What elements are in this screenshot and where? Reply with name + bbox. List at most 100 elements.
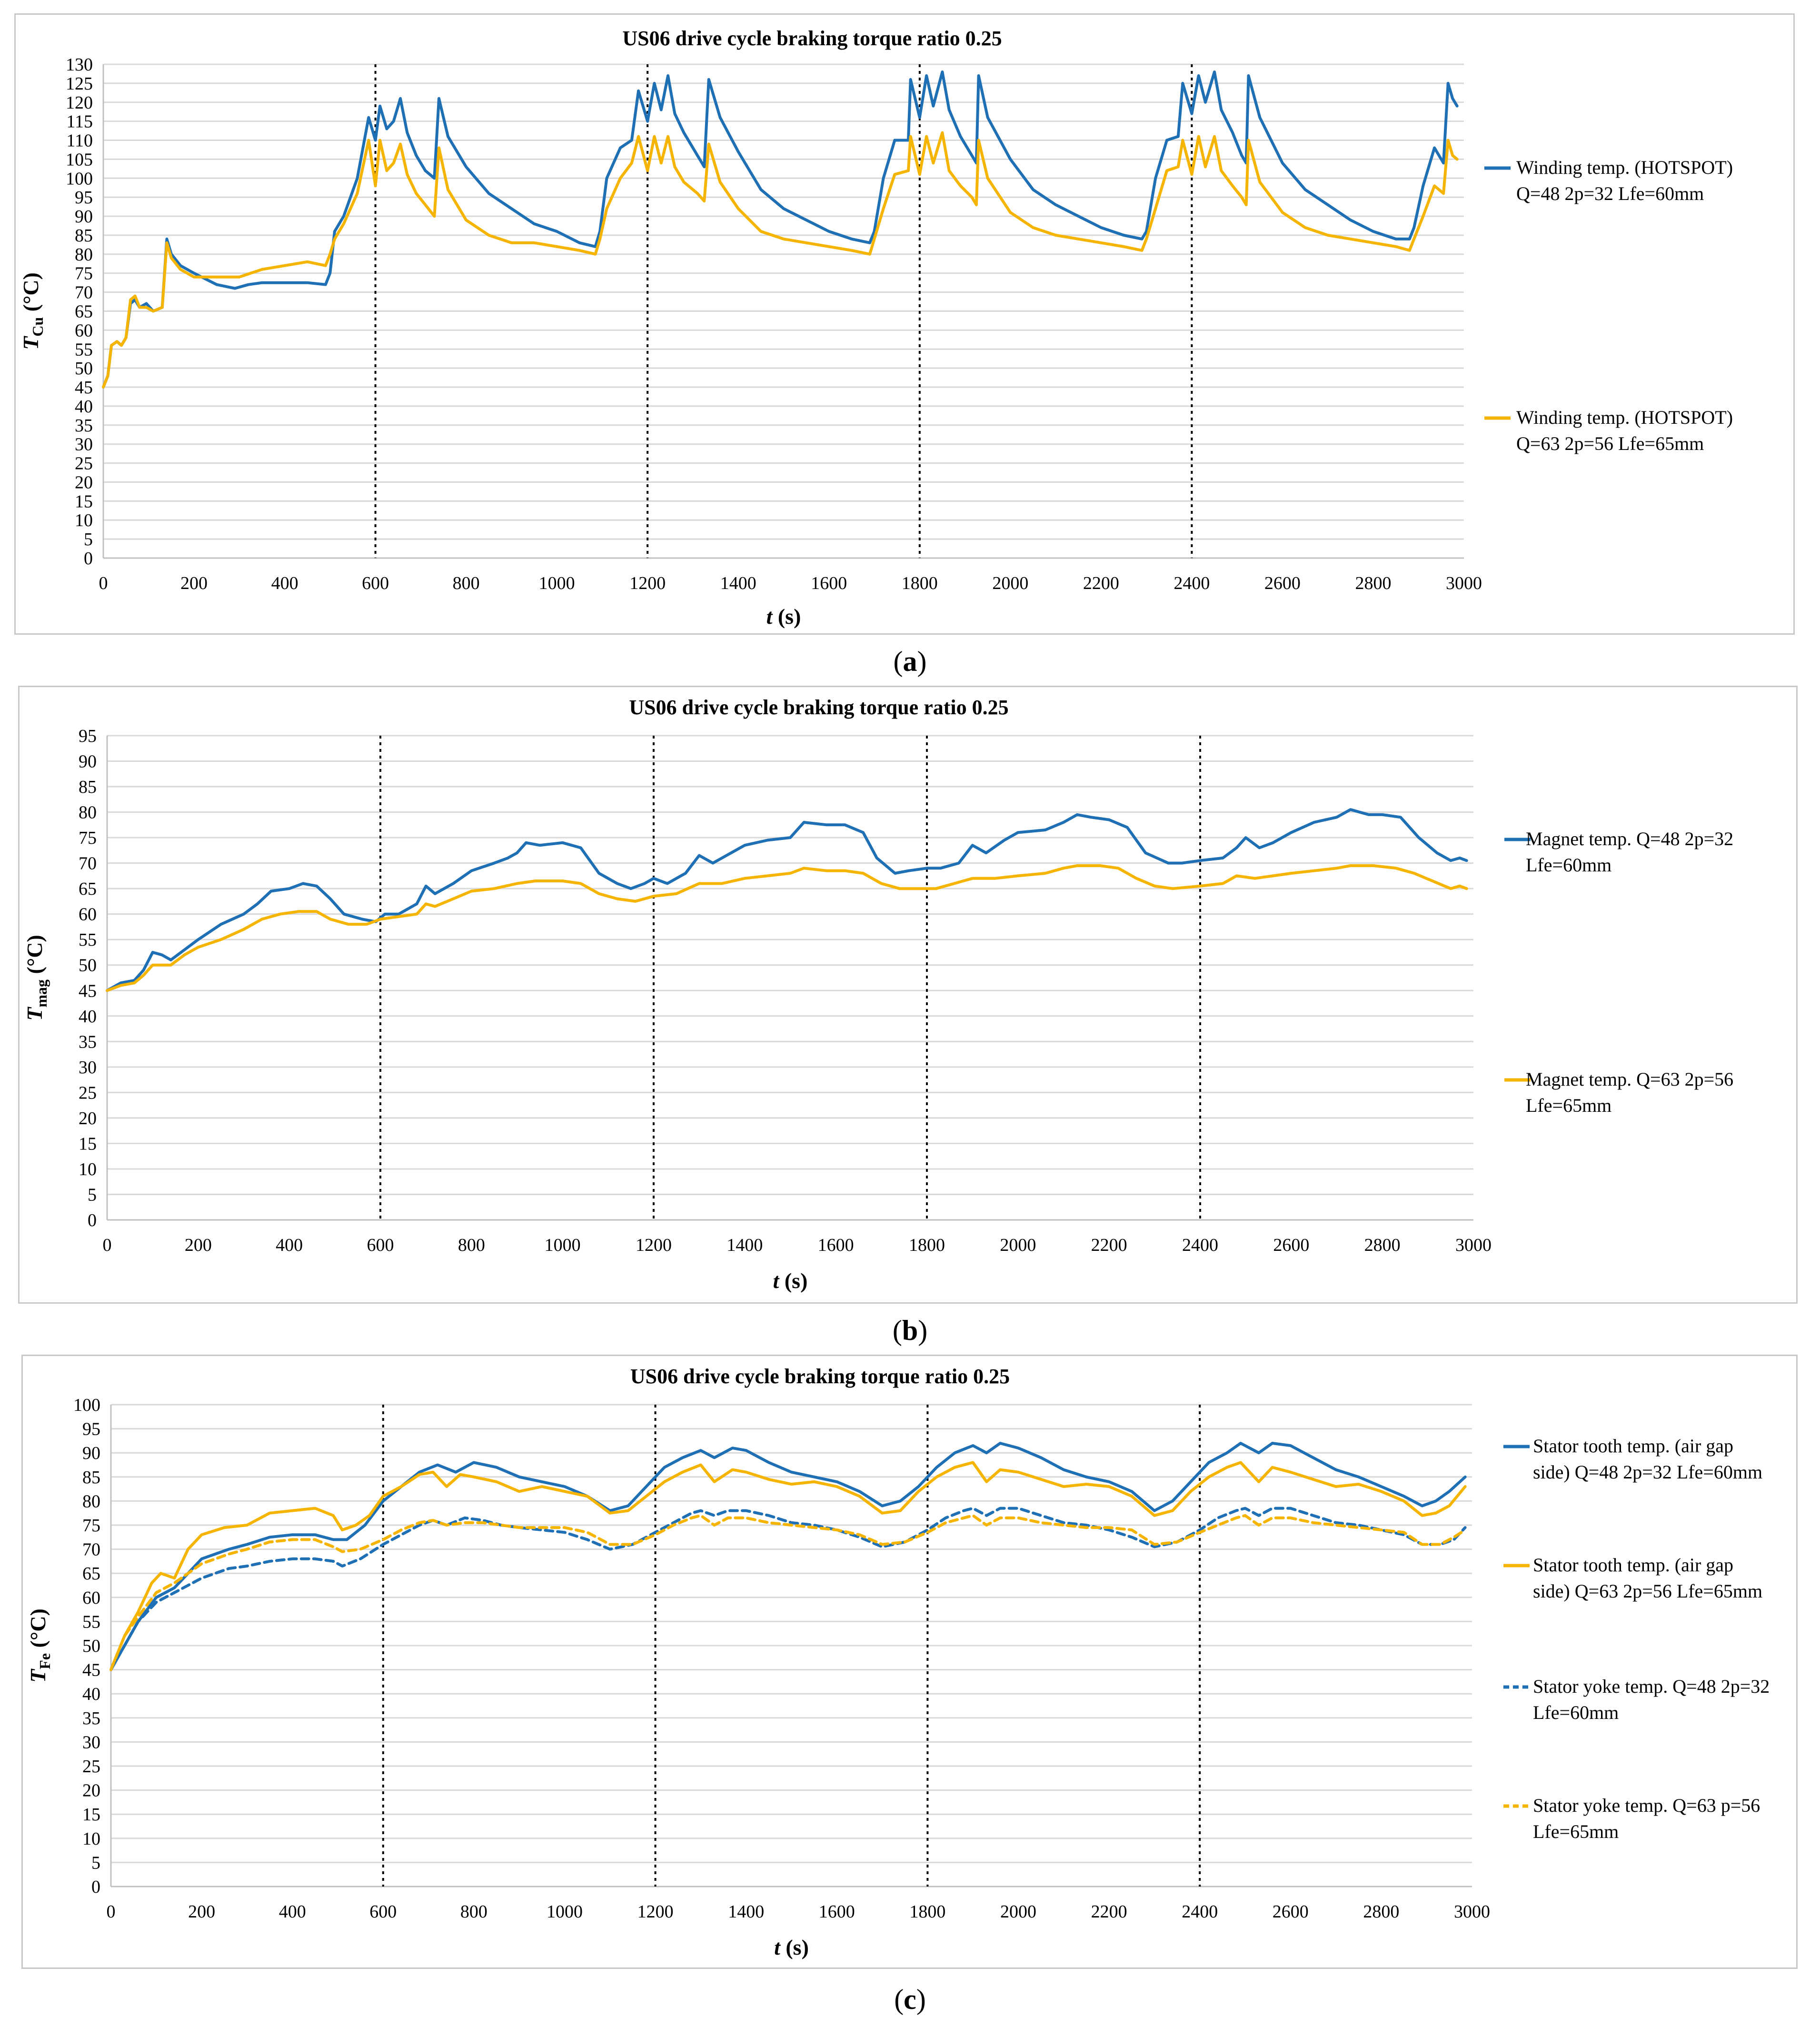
y-tick-label: 60 [82,1588,100,1608]
series-line-b-1 [106,864,1468,992]
panel-c-frame [21,1355,1798,1969]
x-tick-label: 2400 [1182,1235,1218,1255]
y-tick-label: 25 [82,1757,100,1777]
x-tick-label: 2200 [1083,573,1119,593]
x-tick-label: 2400 [1174,573,1210,593]
y-tick-label: 95 [79,726,97,746]
y-tick-label: 45 [82,1660,100,1680]
x-tick-label: 800 [460,1902,487,1922]
y-tick-label: 105 [66,150,93,170]
legend-label: Magnet temp. Q=48 2p=32 [1526,828,1733,849]
x-tick-label: 1200 [629,573,666,593]
x-tick-label: 2400 [1182,1902,1218,1922]
y-tick-label: 80 [75,245,93,265]
series-line-a-0 [102,70,1459,389]
y-tick-label: 95 [82,1419,100,1439]
y-tick-label: 100 [66,169,93,189]
legend-label: Lfe=65mm [1533,1821,1619,1842]
y-tick-label: 80 [79,803,97,823]
y-tick-label: 35 [75,416,93,436]
y-tick-label: 10 [82,1829,100,1849]
y-tick-label: 50 [82,1636,100,1656]
y-tick-label: 45 [75,378,93,398]
y-tick-label: 95 [75,188,93,208]
x-tick-label: 1000 [545,1235,581,1255]
series-line-b-0 [106,808,1468,992]
y-tick-label: 15 [75,491,93,511]
x-tick-label: 800 [458,1235,485,1255]
x-tick-label: 2000 [1000,1235,1036,1255]
y-tick-label: 0 [84,549,93,569]
y-axis-label: TFe (°C) [26,1608,53,1683]
x-axis-label: t (s) [774,1935,809,1959]
y-tick-label: 30 [75,435,93,455]
panel-b-frame [18,686,1798,1304]
x-tick-label: 0 [99,573,108,593]
y-tick-label: 85 [79,777,97,797]
y-tick-label: 40 [75,397,93,417]
x-tick-label: 600 [367,1235,394,1255]
x-tick-label: 1200 [637,1902,674,1922]
x-tick-label: 200 [185,1235,212,1255]
y-tick-label: 90 [79,752,97,772]
series-line-c-3 [109,1514,1467,1671]
y-tick-label: 5 [84,529,93,549]
x-tick-label: 3000 [1446,573,1482,593]
legend-label: side) Q=63 2p=56 Lfe=65mm [1533,1580,1762,1602]
y-tick-label: 120 [66,93,93,113]
panel-c-label: (c) [894,1984,926,2015]
y-axis-label: TCu (°C) [19,272,46,350]
y-tick-label: 85 [82,1468,100,1488]
y-tick-label: 85 [75,226,93,246]
x-tick-label: 3000 [1454,1902,1490,1922]
y-tick-label: 0 [88,1210,97,1230]
x-tick-label: 0 [107,1902,116,1922]
y-tick-label: 35 [82,1708,100,1728]
legend-label: Stator yoke temp. Q=63 p=56 [1533,1795,1760,1816]
x-tick-label: 1200 [636,1235,672,1255]
y-tick-label: 60 [75,320,93,340]
y-tick-label: 70 [75,283,93,303]
y-tick-label: 45 [79,981,97,1001]
y-tick-label: 100 [73,1395,100,1415]
x-tick-label: 1000 [539,573,575,593]
x-tick-label: 1400 [728,1902,764,1922]
y-tick-label: 75 [82,1516,100,1536]
y-tick-label: 20 [75,472,93,492]
x-tick-label: 400 [279,1902,306,1922]
y-tick-label: 65 [82,1564,100,1584]
legend-label: side) Q=48 2p=32 Lfe=60mm [1533,1461,1762,1483]
chart-c: 0 5 10 15 20 25 30 35 40 45 50 55 60 65 70 75 80 85 90 95 10… [26,1365,1770,1959]
y-tick-label: 15 [79,1134,97,1154]
y-tick-label: 125 [66,74,93,94]
x-tick-label: 200 [180,573,208,593]
y-tick-label: 65 [79,879,97,899]
legend-label: Winding temp. (HOTSPOT) [1516,157,1733,178]
y-tick-label: 65 [75,302,93,322]
x-tick-label: 2600 [1273,1902,1309,1922]
y-tick-label: 30 [82,1732,100,1752]
x-tick-label: 200 [188,1902,215,1922]
x-tick-label: 1800 [909,1902,945,1922]
panel-b-label: (b) [892,1315,928,1346]
y-tick-label: 50 [79,956,97,976]
chart-a: 0510152025303540455055606570758085909510… [19,27,1733,629]
series-line-c-1 [109,1461,1467,1671]
panel-a-label: (a) [893,646,927,677]
y-tick-label: 30 [79,1058,97,1078]
x-tick-label: 3000 [1455,1235,1492,1255]
panel-a-frame [14,13,1795,635]
y-tick-label: 20 [79,1108,97,1128]
x-tick-label: 2200 [1091,1902,1127,1922]
x-tick-label: 1600 [819,1902,855,1922]
legend-label: Lfe=60mm [1533,1702,1619,1723]
x-tick-label: 400 [271,573,298,593]
legend-label: Stator yoke temp. Q=48 2p=32 [1533,1676,1770,1697]
x-tick-label: 1800 [902,573,938,593]
x-tick-label: 400 [276,1235,303,1255]
y-tick-label: 15 [82,1805,100,1825]
x-tick-label: 800 [453,573,480,593]
legend-label: Lfe=60mm [1526,854,1611,876]
x-tick-label: 0 [103,1235,112,1255]
